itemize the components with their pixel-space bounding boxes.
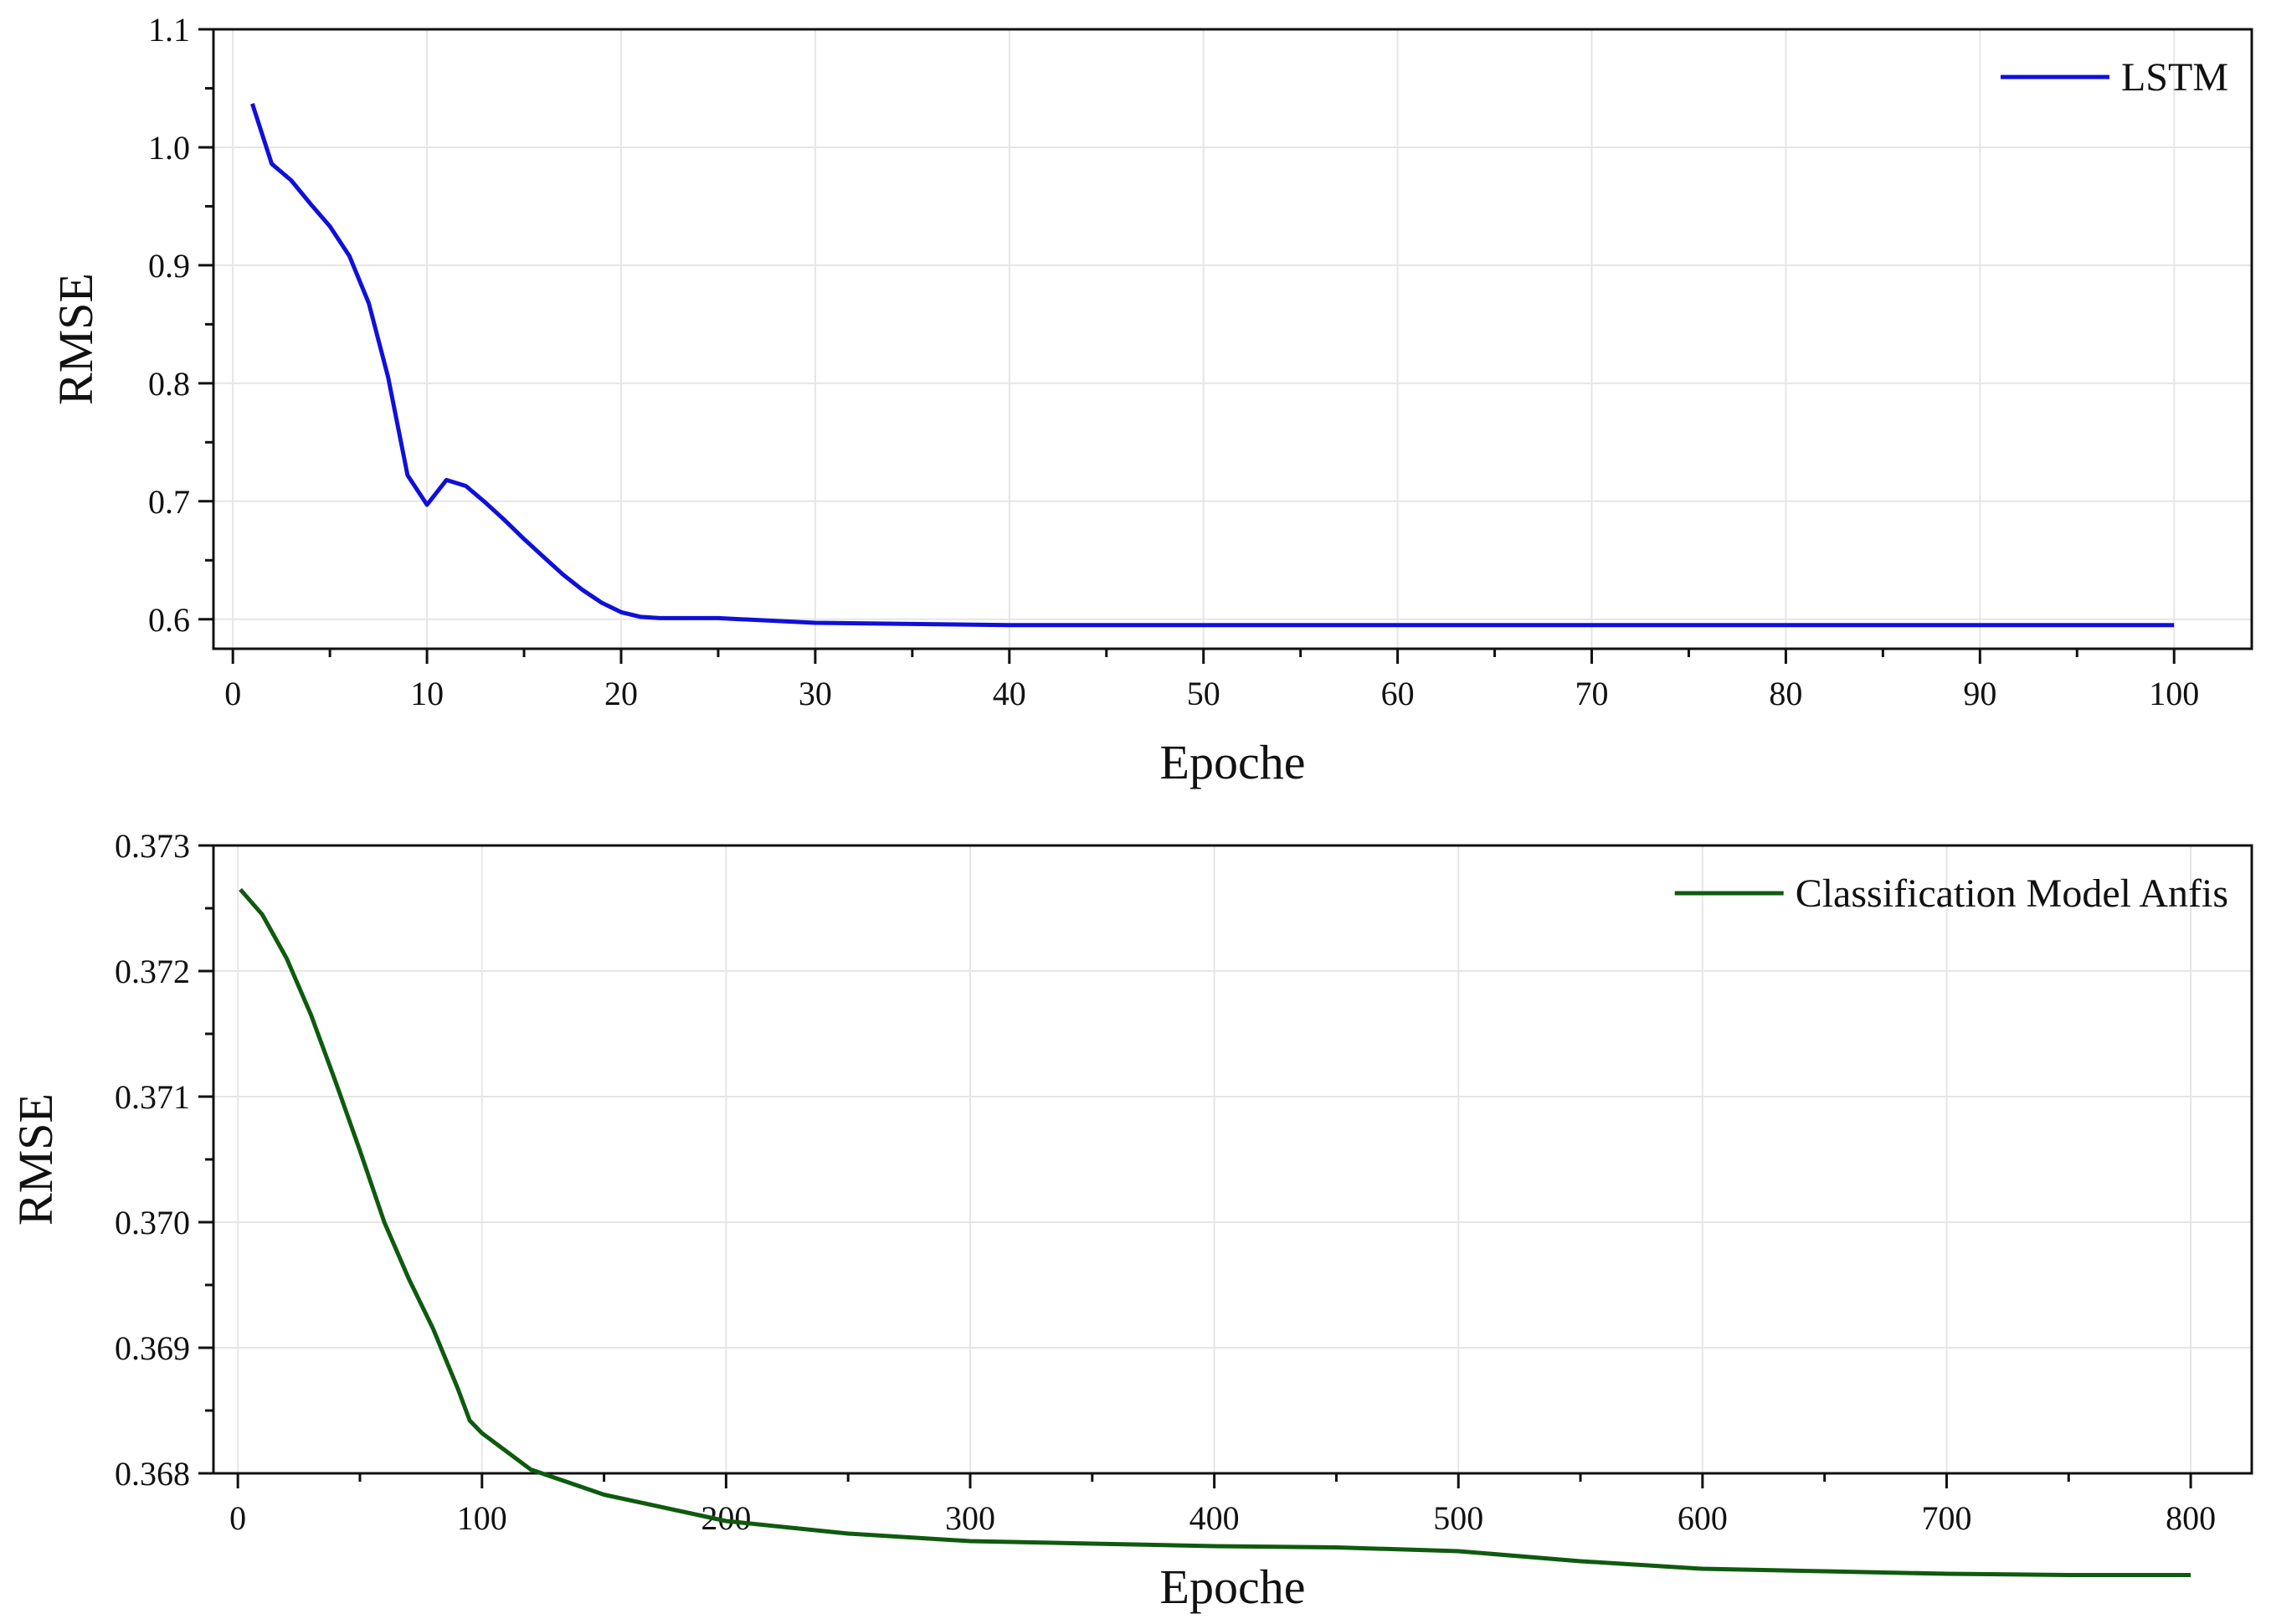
x-tick-label: 0 [224, 675, 241, 712]
y-tick-label: 0.8 [148, 365, 190, 403]
series-line [239, 887, 2191, 1577]
x-tick-label: 500 [1433, 1499, 1483, 1537]
x-tick-label: 30 [799, 675, 832, 712]
x-tick-label: 400 [1189, 1499, 1240, 1537]
x-tick-label: 20 [604, 675, 638, 712]
x-tick-label: 80 [1769, 675, 1802, 712]
y-tick-label: 0.369 [115, 1329, 190, 1367]
y-tick-label: 0.370 [115, 1204, 190, 1241]
x-tick-label: 10 [410, 675, 444, 712]
y-tick-label: 0.368 [115, 1455, 190, 1493]
x-tick-label: 100 [457, 1499, 507, 1537]
series-line [250, 103, 2175, 628]
x-tick-label: 800 [2166, 1499, 2216, 1537]
y-tick-label: 0.373 [115, 827, 190, 865]
x-tick-label: 0 [229, 1499, 246, 1537]
y-tick-label: 1.0 [148, 129, 190, 167]
x-axis-title: Epoche [1160, 735, 1306, 789]
x-tick-label: 60 [1381, 675, 1415, 712]
x-axis-title: Epoche [1160, 1560, 1306, 1614]
y-tick-label: 1.1 [148, 11, 190, 49]
lstm-rmse-chart: 0 10 20 30 40 50 60 70 80 90 100 0.6 0.7 0.8 0.9 1.0 1.1… [49, 11, 2253, 789]
plot-frame [212, 844, 2253, 1475]
x-tick-label: 40 [993, 675, 1026, 712]
plot-frame [212, 28, 2253, 650]
legend-label: LSTM [2121, 55, 2228, 100]
y-tick-label: 0.9 [148, 247, 190, 285]
y-axis-title: RMSE [8, 1093, 63, 1226]
y-tick-label: 0.7 [148, 483, 190, 521]
x-tick-label: 50 [1187, 675, 1220, 712]
y-axis-title: RMSE [49, 273, 103, 405]
x-tick-label: 300 [945, 1499, 995, 1537]
x-tick-label: 100 [2149, 675, 2199, 712]
x-tick-label: 600 [1678, 1499, 1728, 1537]
y-tick-label: 0.371 [115, 1078, 190, 1116]
x-tick-label: 70 [1575, 675, 1609, 712]
legend-label: Classification Model Anfis [1796, 871, 2228, 916]
y-tick-label: 0.6 [148, 601, 190, 639]
anfis-rmse-chart: 0 100 200 300 400 500 600 700 8000.3680.3690.370… [8, 827, 2253, 1614]
y-tick-label: 0.372 [115, 953, 190, 990]
x-tick-label: 700 [1921, 1499, 1971, 1537]
x-tick-label: 90 [1963, 675, 1996, 712]
